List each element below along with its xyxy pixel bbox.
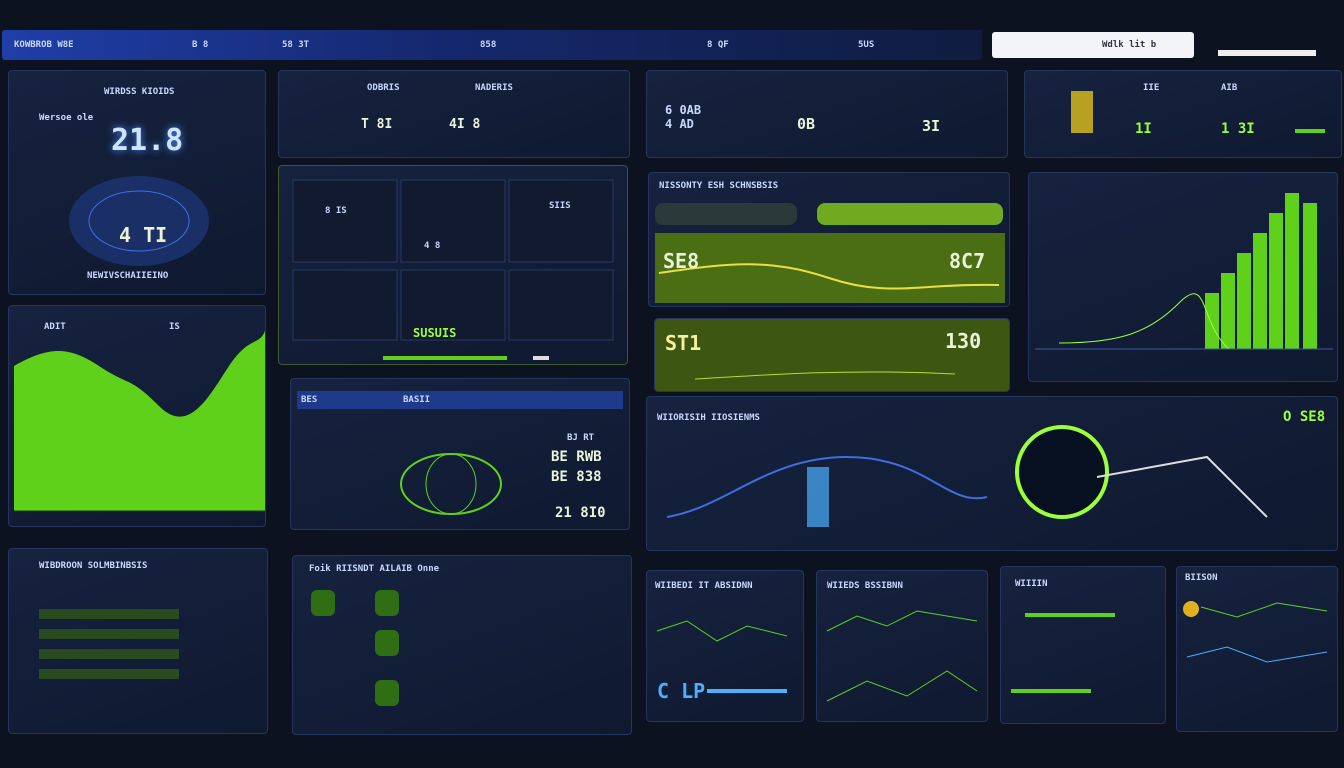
metric: 3I (922, 117, 941, 135)
panel: BIISON (1176, 566, 1338, 732)
panel: WIBDROON SOLMBINBSIS (8, 548, 268, 734)
panel: WIIIIN (1000, 566, 1166, 724)
label: AIB (1221, 83, 1238, 93)
nav-item[interactable]: B 8 (192, 40, 209, 50)
search-text: Wdlk lit b (1102, 40, 1157, 50)
panel-title: NISSONTY ESH SCHNSBSIS (659, 181, 779, 191)
label: BJ RT (567, 433, 595, 443)
metric: O SE8 (1283, 409, 1326, 425)
panel-title: ODBRIS (367, 83, 400, 93)
panel-title: WIIIIN (1015, 579, 1048, 589)
nav-item[interactable]: 5US (858, 40, 875, 50)
panel: WIRDSS KIOIDS Wersoe ole 21.8 4 TI NEWIV… (8, 70, 266, 295)
panel-title: WIIEDS BSSIBNN (827, 581, 903, 591)
panel: IIE AIB 1I 1 3I (1024, 70, 1342, 158)
top-bar: KOWBROB W8E B 8 58 3T 858 8 QF 5US (2, 30, 982, 60)
metric: BE RWB (551, 449, 602, 465)
list-graphic (39, 609, 179, 679)
wire-globe (297, 391, 623, 515)
search-box[interactable]: Wdlk lit b (992, 32, 1194, 58)
trend-line (694, 371, 956, 380)
panel: ST1 130 (654, 318, 1010, 392)
panel: WIIEDS BSSIBNN (816, 570, 988, 722)
metric: 21 8I0 (555, 505, 606, 521)
metric: 0B (797, 115, 816, 133)
label: NEWIVSCHAIIEINO (87, 271, 169, 281)
panel: WIIBEDI IT ABSIDNN C LP (646, 570, 804, 722)
bar-graphic (1035, 193, 1333, 350)
panel-title: WIIBEDI IT ABSIDNN (655, 581, 753, 591)
nav-item[interactable]: 858 (480, 40, 497, 50)
icons (1071, 91, 1325, 133)
panel-title: WIBDROON SOLMBINBSIS (39, 561, 148, 571)
nav-item[interactable]: 58 3T (282, 40, 310, 50)
panel: 6 0AB 4 AD 0B 3I (646, 70, 1008, 158)
panel: Foik RIISNDT AILAIB Onne (292, 555, 632, 735)
panel-title: WIRDSS KIOIDS (104, 87, 175, 97)
line-graphic (656, 620, 788, 693)
label: Wersoe ole (39, 113, 94, 123)
panel: ODBRIS NADERIS T 8I 4I 8 (278, 70, 630, 158)
panel-title: BIISON (1185, 573, 1218, 583)
metric: 4 TI (119, 223, 168, 247)
panel: 8 IS SIIS 4 8 SUSUIS (278, 165, 628, 365)
metric: SE8 (663, 249, 700, 273)
label: BASII (403, 395, 431, 405)
panel (1028, 172, 1338, 382)
nav-item[interactable]: KOWBROB W8E (14, 40, 74, 50)
label: 4 8 (424, 241, 441, 251)
panel-title: 6 0AB (665, 103, 702, 117)
panel: WIIORISIH IIOSIENMS O SE8 (646, 396, 1338, 551)
metric: BE 838 (551, 469, 602, 485)
nav-item[interactable]: 8 QF (707, 40, 729, 50)
top-line (1218, 50, 1316, 56)
metric: 130 (945, 329, 982, 353)
metric: 21.8 (111, 123, 184, 158)
panel: BES BASII BJ RT BE RWB BE 838 21 8I0 (290, 378, 630, 530)
network-graphic (666, 425, 1268, 527)
tile-grid (292, 179, 614, 360)
panel-title: BES (301, 395, 318, 405)
panel-title: ADIT (44, 322, 66, 332)
label: IS (169, 322, 180, 332)
green-chart (655, 203, 1005, 303)
label: NADERIS (475, 83, 513, 93)
line-graphic (1183, 601, 1328, 663)
metric: 1 3I (1221, 121, 1255, 137)
panel-title: WIIORISIH IIOSIENMS (657, 413, 760, 423)
metric: 4I 8 (449, 117, 481, 132)
panel-title: Foik RIISNDT AILAIB Onne (309, 564, 440, 574)
shield-icons (311, 590, 399, 706)
metric: 4 AD (665, 117, 694, 131)
panel-title: SUSUIS (413, 326, 457, 340)
metric: C LP (657, 679, 706, 703)
panel: NISSONTY ESH SCHNSBSIS SE8 8C7 (648, 172, 1010, 307)
metric: T 8I (361, 117, 393, 132)
globe (69, 176, 209, 266)
area-chart (14, 331, 265, 512)
panel-title: IIE (1143, 83, 1160, 93)
label: SIIS (549, 201, 571, 211)
panel: ADIT IS (8, 305, 266, 527)
line-graphic (826, 610, 978, 702)
metric: 1I (1135, 121, 1152, 137)
label: 8 IS (325, 206, 347, 216)
bar-lines (1011, 613, 1115, 693)
metric: 8C7 (949, 249, 986, 273)
panel-title: ST1 (665, 331, 702, 355)
